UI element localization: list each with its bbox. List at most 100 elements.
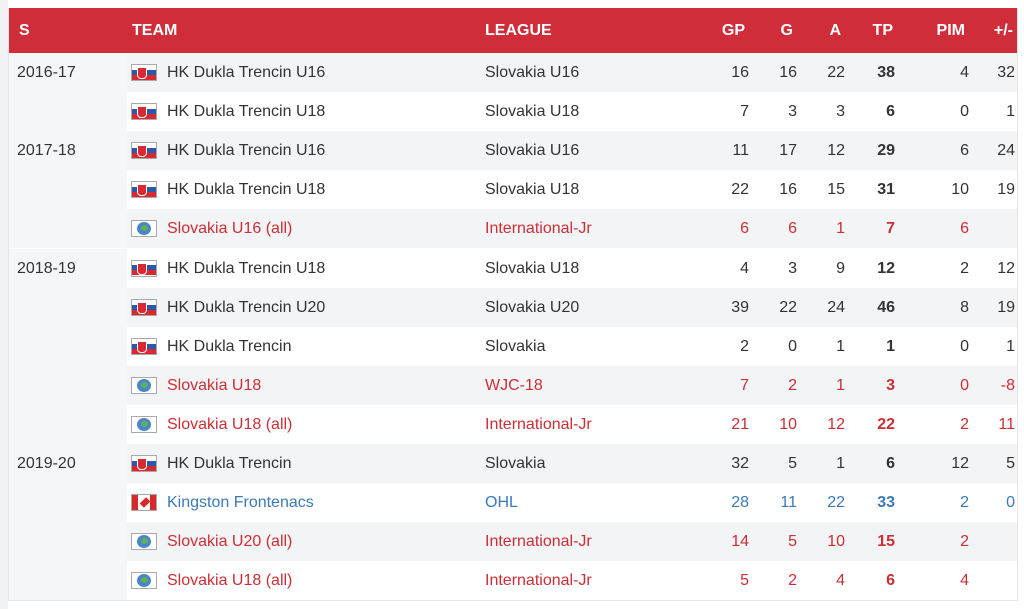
cell-pim: 0	[960, 103, 969, 121]
cell-g: 3	[788, 259, 797, 277]
team-link[interactable]: Slovakia U16 (all)	[167, 220, 293, 238]
team-link[interactable]: HK Dukla Trencin	[167, 455, 292, 472]
cell-tp: 7	[886, 220, 895, 238]
cell-plus-minus: 11	[998, 415, 1015, 433]
cell-tp: 46	[877, 298, 895, 316]
league-link[interactable]: Slovakia U20	[485, 298, 580, 316]
season-cell-bg	[9, 53, 127, 92]
cell-gp: 39	[731, 298, 749, 316]
cell-gp: 16	[731, 64, 749, 81]
team-link[interactable]: HK Dukla Trencin U20	[167, 298, 326, 316]
table-row: Slovakia U18 WJC-18 7 2 1 3 0 -8	[9, 365, 1017, 405]
cell-pim: 12	[951, 455, 969, 472]
header-tp[interactable]: TP	[872, 22, 893, 39]
cell-tp: 22	[877, 415, 895, 433]
season-cell-bg	[9, 248, 127, 288]
row-stripe	[127, 444, 1017, 483]
canada-flag-icon	[131, 494, 157, 512]
table-row: 2018-19 HK Dukla Trencin U18 Slovakia U18 4…	[9, 248, 1017, 288]
league-link[interactable]: Slovakia	[485, 455, 546, 472]
cell-gp: 11	[732, 142, 749, 160]
slovakia-flag-icon	[131, 103, 157, 121]
table-row: HK Dukla Trencin Slovakia 2 0 1 1 0 1	[9, 326, 1017, 366]
row-stripe	[127, 131, 1017, 171]
cell-gp: 32	[731, 455, 749, 472]
league-link[interactable]: International-Jr	[485, 415, 592, 433]
cell-plus-minus: -8	[1000, 376, 1015, 394]
cell-g: 22	[779, 298, 797, 316]
team-link[interactable]: HK Dukla Trencin	[167, 337, 292, 355]
cell-plus-minus: 32	[997, 64, 1015, 81]
cell-a: 4	[836, 572, 845, 590]
header-gp[interactable]: GP	[721, 22, 745, 39]
season-cell-bg	[9, 170, 127, 210]
team-link[interactable]: HK Dukla Trencin U18	[167, 181, 326, 199]
slovakia-flag-icon	[131, 142, 157, 160]
cell-a: 10	[827, 533, 845, 551]
team-link[interactable]: Slovakia U20 (all)	[167, 533, 293, 551]
cell-a: 22	[827, 64, 845, 81]
cell-a: 1	[836, 455, 845, 472]
cell-pim: 6	[960, 142, 969, 160]
cell-plus-minus: 12	[997, 259, 1015, 277]
header-plus-minus[interactable]: +/-	[993, 22, 1013, 39]
league-link[interactable]: Slovakia	[485, 337, 546, 355]
cell-pim: 2	[960, 259, 969, 277]
league-link[interactable]: WJC-18	[485, 376, 543, 394]
league-link[interactable]: Slovakia U18	[485, 181, 580, 199]
header-league[interactable]: LEAGUE	[485, 22, 552, 39]
cell-plus-minus: 24	[997, 142, 1015, 160]
season-cell-bg	[9, 561, 127, 600]
header-team[interactable]: TEAM	[132, 22, 178, 39]
slovakia-flag-icon	[131, 298, 157, 316]
league-link[interactable]: Slovakia U18	[485, 103, 580, 121]
slovakia-flag-icon	[131, 259, 157, 277]
cell-a: 12	[827, 142, 845, 160]
team-link[interactable]: HK Dukla Trencin U16	[167, 142, 326, 160]
table-row: Slovakia U20 (all) International-Jr 14 5 10 1…	[9, 522, 1017, 562]
cell-g: 16	[779, 181, 797, 199]
season-cell-bg	[9, 92, 127, 132]
league-link[interactable]: Slovakia U16	[485, 142, 580, 160]
cell-plus-minus: 1	[1006, 337, 1015, 355]
season-cell-bg	[9, 522, 127, 562]
table-row: Slovakia U16 (all) International-Jr 6 6 1 7 6	[9, 209, 1017, 249]
cell-a: 15	[827, 181, 845, 199]
cell-tp: 6	[886, 103, 895, 121]
team-link[interactable]: HK Dukla Trencin U16	[167, 64, 326, 81]
season-cell-bg	[9, 209, 127, 249]
cell-pim: 4	[960, 572, 969, 590]
cell-gp: 6	[740, 220, 749, 238]
header-pim[interactable]: PIM	[936, 22, 965, 39]
team-link[interactable]: HK Dukla Trencin U18	[167, 259, 326, 277]
cell-gp: 14	[731, 533, 749, 551]
league-link[interactable]: International-Jr	[485, 220, 592, 238]
league-link[interactable]: OHL	[485, 494, 518, 512]
cell-pim: 0	[960, 337, 969, 355]
header-season[interactable]: S	[19, 22, 30, 39]
table-row: 2019-20 HK Dukla Trencin Slovakia 32 5 1 6 12 5	[9, 444, 1017, 483]
table-header: S TEAM LEAGUE GP G A TP PIM +/-	[9, 8, 1017, 53]
team-link[interactable]: Slovakia U18 (all)	[167, 572, 293, 590]
cell-a: 9	[836, 259, 845, 277]
cell-plus-minus: 1	[1006, 103, 1015, 121]
cell-tp: 12	[877, 259, 895, 277]
row-stripe	[127, 53, 1017, 92]
cell-pim: 4	[960, 64, 969, 81]
header-a[interactable]: A	[829, 22, 841, 39]
league-link[interactable]: Slovakia U16	[485, 64, 580, 81]
cell-tp: 29	[877, 142, 895, 160]
team-link[interactable]: Slovakia U18	[167, 376, 262, 394]
team-link[interactable]: Slovakia U18 (all)	[167, 415, 293, 433]
cell-pim: 10	[951, 181, 969, 199]
header-g[interactable]: G	[780, 22, 793, 39]
cell-pim: 0	[960, 376, 969, 394]
league-link[interactable]: International-Jr	[485, 572, 592, 590]
team-link[interactable]: HK Dukla Trencin U18	[167, 103, 326, 121]
slovakia-flag-icon	[131, 64, 157, 81]
cell-tp: 3	[886, 376, 895, 394]
team-link[interactable]: Kingston Frontenacs	[167, 494, 314, 512]
league-link[interactable]: International-Jr	[485, 533, 592, 551]
league-link[interactable]: Slovakia U18	[485, 259, 580, 277]
cell-g: 17	[779, 142, 797, 160]
